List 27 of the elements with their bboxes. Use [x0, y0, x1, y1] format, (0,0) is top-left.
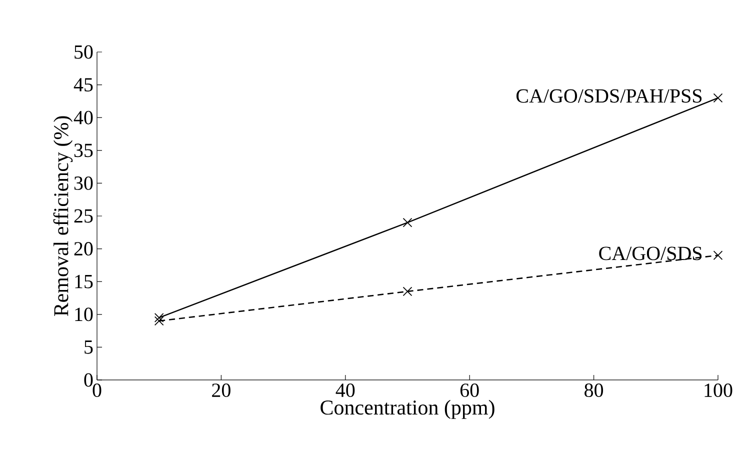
x-tick-label: 80: [584, 384, 604, 398]
x-tick-label: 40: [336, 384, 355, 398]
series-label: CA/GO/SDS: [599, 246, 702, 260]
x-tick-label: 100: [704, 384, 732, 398]
y-tick-label: 15: [75, 274, 93, 288]
y-tick-label: 25: [74, 209, 93, 223]
point: [154, 316, 164, 326]
x-axis-title: Concentration (ppm): [320, 400, 494, 419]
y-tick-label: 35: [74, 144, 93, 158]
y-tick-label: 45: [74, 78, 93, 92]
series-label: CA/GO/SDS/PAH/PSS: [516, 89, 702, 103]
point: [402, 286, 412, 296]
y-tick-label: 0: [84, 373, 93, 387]
y-tick-label: 10: [75, 308, 93, 322]
y-tick-label: 50: [74, 45, 93, 59]
point: [402, 218, 412, 228]
point: [154, 312, 164, 322]
x-tick-label: 20: [212, 384, 230, 398]
x-tick-label: 60: [460, 384, 479, 398]
point: [713, 93, 723, 103]
y-tick-label: 5: [84, 340, 93, 354]
y-axis-title: Removal efficiency (%): [53, 116, 73, 316]
y-tick-label: 40: [74, 110, 93, 124]
y-tick-label: 30: [74, 176, 93, 190]
x-tick-label: 0: [92, 384, 102, 398]
point: [713, 250, 723, 260]
y-tick-label: 20: [74, 242, 93, 256]
